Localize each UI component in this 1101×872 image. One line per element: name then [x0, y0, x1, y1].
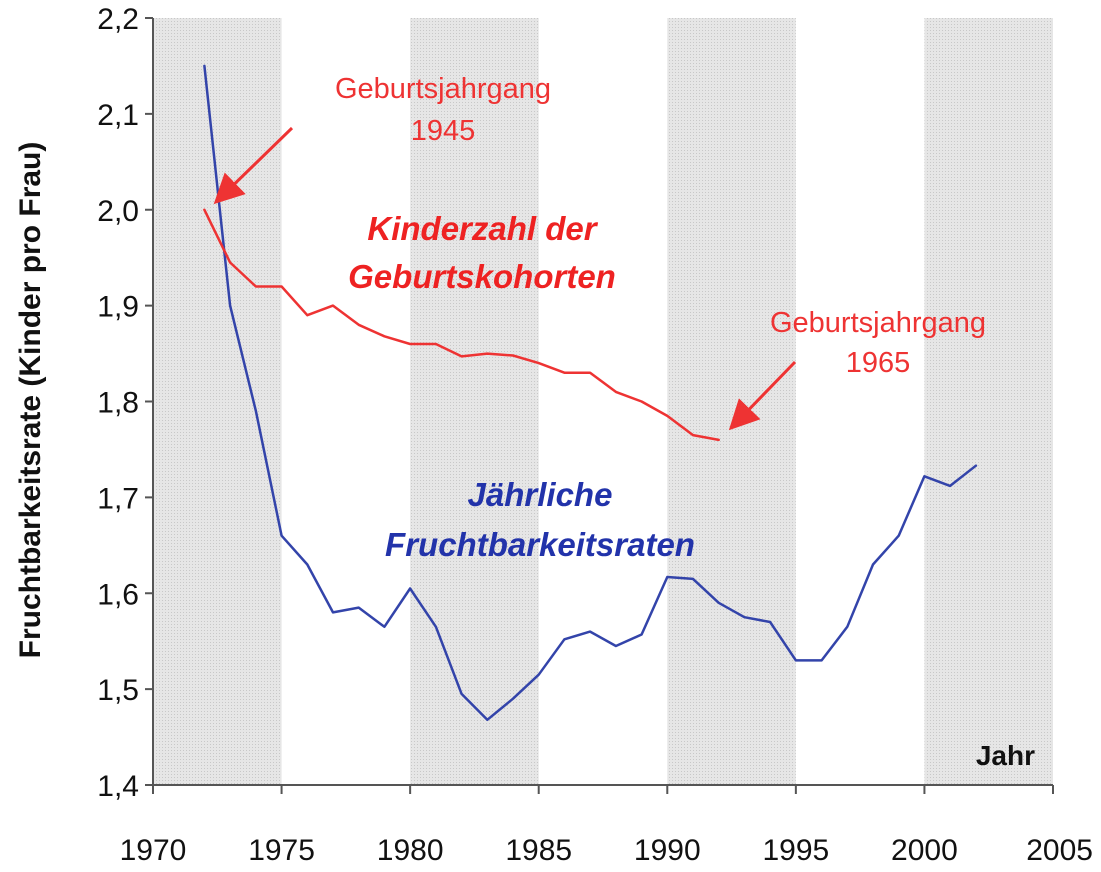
annotation-1965-line1: Geburtsjahrgang: [770, 307, 986, 339]
x-tick-label: 1995: [762, 834, 829, 867]
annotation-1945-line1: Geburtsjahrgang: [335, 73, 551, 105]
y-tick-label: 1,7: [97, 482, 139, 515]
annotation-1945-line2: 1945: [411, 115, 476, 147]
y-tick-label: 2,0: [97, 195, 139, 228]
annotation-1945: Geburtsjahrgang 1945: [213, 73, 551, 205]
series-line-annual-fertility: [203, 64, 978, 722]
annotation-1945-arrow: [213, 126, 294, 205]
background-band: [667, 18, 796, 785]
series-label-red: Kinderzahl der Geburtskohorten: [348, 210, 616, 295]
series-label-blue-line1: Jährliche: [468, 476, 613, 513]
x-axis-label: Jahr: [976, 740, 1035, 771]
annotation-1965-line2: 1965: [846, 347, 911, 379]
y-tick-label: 2,2: [97, 3, 139, 36]
x-tick-label: 1980: [377, 834, 444, 867]
y-tick-label: 1,4: [97, 770, 139, 803]
x-tick-label: 1975: [248, 834, 315, 867]
y-ticks: 1,4 1,5 1,6 1,7 1,8 1,9 2,0 2,1 2,2: [97, 3, 153, 803]
x-ticks: 1970 1975 1980 1985 1990 1995 2000 2005: [120, 785, 1093, 867]
y-tick-label: 1,5: [97, 674, 139, 707]
series-label-red-line1: Kinderzahl der: [367, 210, 598, 247]
background-band: [410, 18, 539, 785]
background-band: [924, 18, 1053, 785]
background-bands: [153, 18, 1053, 785]
annotation-1965: Geburtsjahrgang 1965: [728, 307, 986, 431]
y-tick-label: 1,6: [97, 578, 139, 611]
x-tick-label: 1970: [120, 834, 187, 867]
background-band: [153, 18, 282, 785]
y-tick-label: 1,9: [97, 291, 139, 324]
y-tick-label: 1,8: [97, 387, 139, 420]
annotation-1965-arrow: [728, 360, 797, 431]
series-lines: [203, 64, 978, 722]
y-axis-label: Fruchtbarkeitsrate (Kinder pro Frau): [14, 142, 47, 659]
x-tick-label: 2005: [1026, 834, 1093, 867]
x-tick-label: 2000: [891, 834, 958, 867]
series-label-blue: Jährliche Fruchtbarkeitsraten: [385, 476, 695, 563]
x-tick-label: 1990: [634, 834, 701, 867]
series-label-red-line2: Geburtskohorten: [348, 258, 616, 295]
x-tick-label: 1985: [505, 834, 572, 867]
series-label-blue-line2: Fruchtbarkeitsraten: [385, 526, 695, 563]
y-tick-label: 2,1: [97, 99, 139, 132]
